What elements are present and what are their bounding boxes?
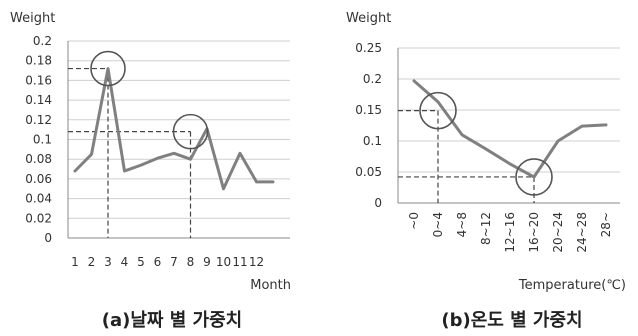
chart-b-x-tick-label: ~0 bbox=[407, 212, 421, 230]
chart-a-x-tick-label: 1 bbox=[71, 255, 79, 269]
chart-b-x-tick-label: 28~ bbox=[599, 212, 613, 237]
chart-a-y-tick-label: 0.1 bbox=[33, 133, 52, 147]
chart-a-x-tick-label: 8 bbox=[187, 255, 195, 269]
chart-a-y-tick-label: 0.18 bbox=[25, 54, 52, 68]
chart-b-highlight-circle bbox=[419, 91, 457, 130]
chart-a-caption: (a)날짜 별 가중치 bbox=[102, 310, 243, 331]
chart-a-y-tick-label: 0.12 bbox=[25, 113, 52, 127]
chart-a-y-tick-label: 0.06 bbox=[25, 172, 52, 186]
chart-b-y-tick-label: 0.1 bbox=[363, 134, 382, 148]
chart-a-x-tick-label: 11 bbox=[232, 255, 247, 269]
chart-a-x-tick-label: 3 bbox=[104, 255, 112, 269]
chart-a-x-tick-label: 12 bbox=[249, 255, 264, 269]
chart-b-y-tick-label: 0 bbox=[374, 196, 382, 210]
chart-a-x-axis-title: Month bbox=[250, 278, 291, 293]
chart-b-caption: (b)온도 별 가중치 bbox=[441, 310, 582, 331]
chart-a-x-tick-label: 7 bbox=[170, 255, 178, 269]
chart-a-x-tick-label: 5 bbox=[137, 255, 145, 269]
chart-b-series-line bbox=[412, 79, 608, 179]
chart-a-y-tick-label: 0.02 bbox=[25, 211, 52, 225]
chart-a-y-tick-label: 0 bbox=[44, 231, 52, 245]
chart-b-y-tick-label: 0.05 bbox=[355, 165, 382, 179]
chart-b-x-axis-title: Temperature(℃) bbox=[518, 278, 626, 293]
chart-a-y-tick-label: 0.08 bbox=[25, 152, 52, 166]
chart-a-y-tick-label: 0.16 bbox=[25, 73, 52, 87]
chart-a-highlight-circle bbox=[172, 113, 209, 150]
chart-b-highlight-circle bbox=[515, 158, 553, 196]
chart-a-highlight-circle bbox=[90, 50, 126, 87]
chart-b-x-tick-label: 12~16 bbox=[503, 212, 517, 253]
chart-a-series-line bbox=[73, 67, 275, 191]
chart-b-x-tick-label: 16~20 bbox=[527, 212, 541, 253]
chart-a-x-tick-label: 10 bbox=[216, 255, 231, 269]
chart-a-y-tick-label: 0.04 bbox=[25, 192, 52, 206]
chart-b-y-tick-label: 0.15 bbox=[355, 103, 382, 117]
chart-a-x-tick-label: 6 bbox=[154, 255, 162, 269]
chart-b-x-tick-label: 8~12 bbox=[479, 212, 493, 245]
chart-a-y-axis-title: Weight bbox=[10, 11, 55, 26]
chart-b-x-tick-label: 20~24 bbox=[551, 212, 565, 253]
chart-b-x-tick-label: 4~8 bbox=[455, 212, 469, 237]
chart-a-y-tick-label: 0.2 bbox=[33, 34, 52, 48]
chart-b-y-axis-title: Weight bbox=[346, 11, 391, 26]
chart-b-x-tick-label: 24~28 bbox=[575, 212, 589, 253]
chart-b-x-tick-label: 0~4 bbox=[431, 212, 445, 237]
chart-b-y-tick-label: 0.25 bbox=[355, 41, 382, 55]
chart-a-x-tick-label: 2 bbox=[88, 255, 96, 269]
chart-a-x-tick-label: 9 bbox=[203, 255, 211, 269]
chart-a-x-tick-label: 4 bbox=[121, 255, 129, 269]
chart-b-y-tick-label: 0.2 bbox=[363, 72, 382, 86]
chart-a-y-tick-label: 0.14 bbox=[25, 93, 52, 107]
